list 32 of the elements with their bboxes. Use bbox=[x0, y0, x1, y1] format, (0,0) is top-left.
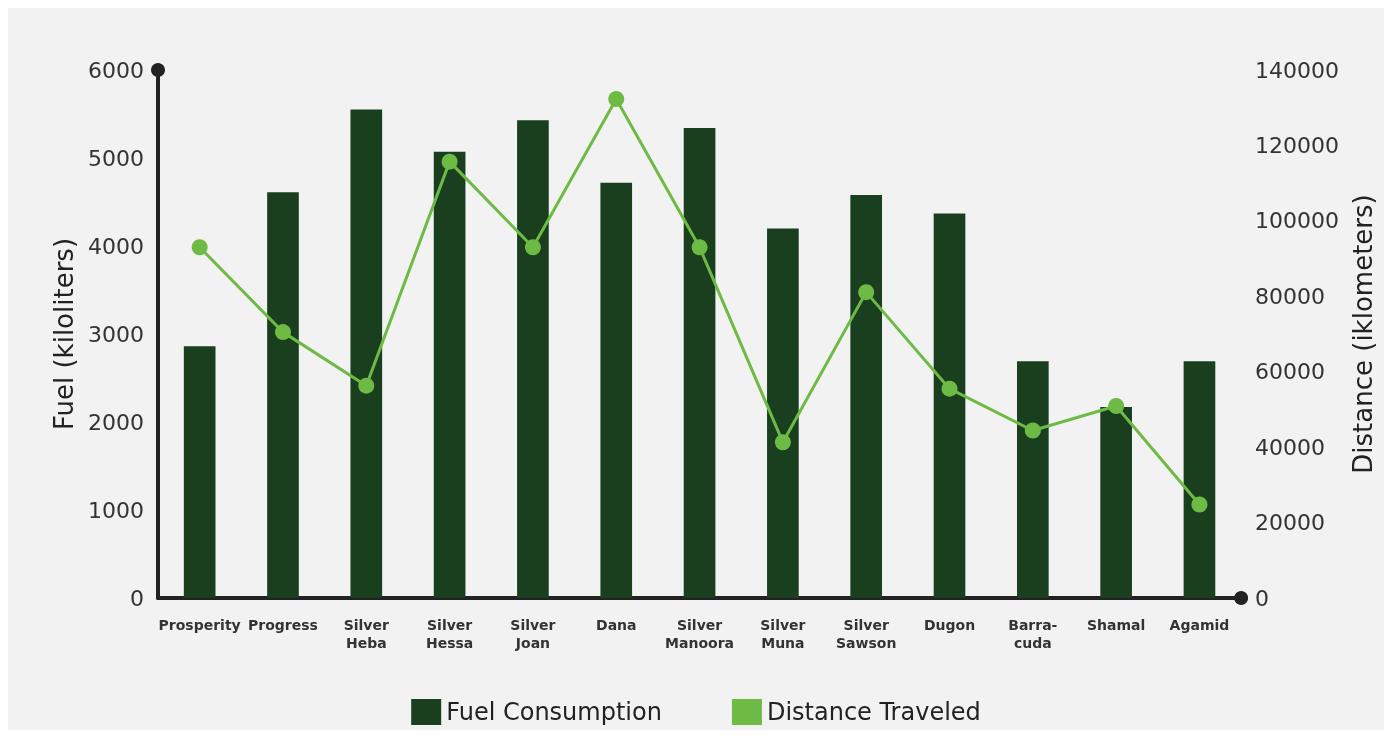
y2-tick-label: 80000 bbox=[1255, 283, 1326, 309]
y-axis-title: Fuel (kiloliters) bbox=[49, 237, 80, 431]
x-tick-label: Prosperity bbox=[158, 617, 241, 633]
y2-axis-title: Distance (iklometers) bbox=[1348, 194, 1378, 474]
legend-label: Distance Traveled bbox=[766, 698, 981, 726]
x-tick-label: Dana bbox=[596, 617, 637, 633]
y2-tick-label: 140000 bbox=[1255, 57, 1340, 83]
y2-tick-label: 0 bbox=[1255, 585, 1270, 611]
y-tick-label: 6000 bbox=[88, 57, 144, 83]
y2-tick-label: 20000 bbox=[1255, 510, 1326, 536]
y2-tick-label: 40000 bbox=[1255, 434, 1326, 460]
x-tick-label: Barra-cuda bbox=[1008, 617, 1058, 651]
x-tick-label: Silver Manoora bbox=[665, 617, 735, 651]
x-tick-label: Silver Heba bbox=[343, 617, 389, 651]
y-tick-label: 5000 bbox=[88, 145, 144, 171]
x-tick-label: Silver Muna bbox=[760, 617, 806, 651]
y2-tick-label: 120000 bbox=[1255, 132, 1340, 158]
y-tick-label: 2000 bbox=[88, 409, 144, 435]
x-tick-label: Dugon bbox=[923, 617, 976, 633]
x-tick-label: Shamal bbox=[1086, 617, 1146, 633]
y-tick-label: 0 bbox=[130, 585, 144, 611]
x-tick-label: Progress bbox=[248, 617, 318, 633]
x-tick-label: Silver Hessa bbox=[425, 617, 474, 651]
legend-label: Fuel Consumption bbox=[446, 698, 662, 726]
y-tick-label: 4000 bbox=[88, 233, 144, 259]
y2-tick-label: 60000 bbox=[1255, 359, 1326, 385]
y-tick-label: 3000 bbox=[88, 321, 144, 347]
x-tick-label: Silver Joan bbox=[510, 617, 556, 651]
x-tick-label: Silver Sawson bbox=[836, 617, 897, 651]
y-tick-label: 1000 bbox=[88, 497, 144, 523]
y2-tick-label: 100000 bbox=[1255, 208, 1340, 234]
x-tick-label: Agamid bbox=[1169, 617, 1230, 633]
